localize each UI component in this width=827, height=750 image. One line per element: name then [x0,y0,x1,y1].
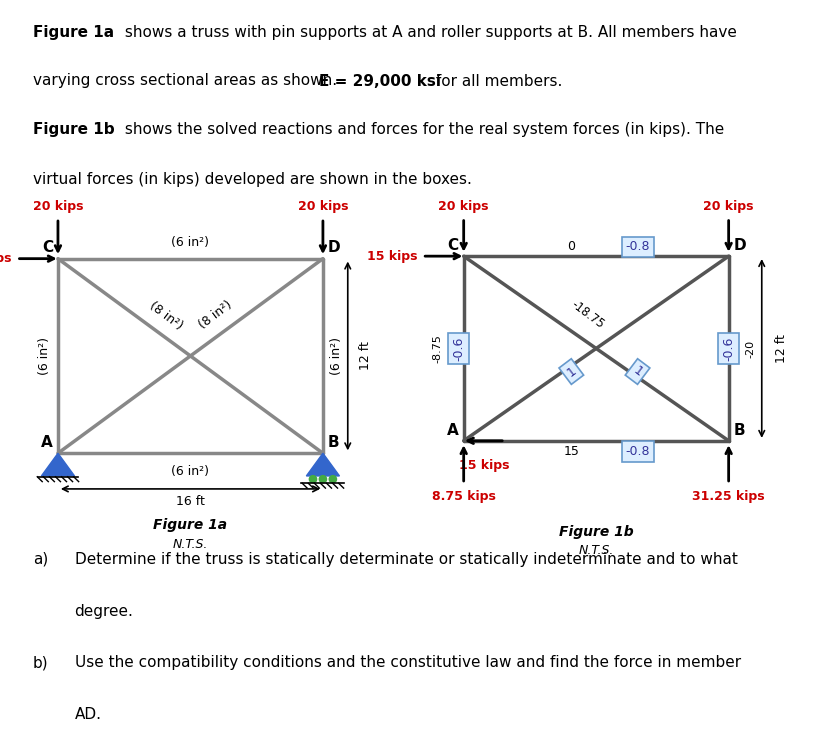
Text: N.T.S.: N.T.S. [173,538,208,550]
Text: (6 in²): (6 in²) [38,337,51,375]
Text: 8.75 kips: 8.75 kips [431,490,495,503]
Text: Figure 1a: Figure 1a [33,26,114,40]
Text: virtual forces (in kips) developed are shown in the boxes.: virtual forces (in kips) developed are s… [33,172,471,188]
Text: C: C [42,241,53,256]
Text: (6 in²): (6 in²) [171,236,209,249]
Text: -20: -20 [744,340,754,358]
Text: Determine if the truss is statically determinate or statically indeterminate and: Determine if the truss is statically det… [74,552,737,567]
Text: (8 in²): (8 in²) [196,298,234,332]
Text: E = 29,000 ksi: E = 29,000 ksi [318,74,440,88]
Circle shape [309,476,316,483]
Text: -0.8: -0.8 [624,241,649,254]
Text: 20 kips: 20 kips [703,200,753,213]
Text: 1: 1 [563,364,578,379]
Text: Use the compatibility conditions and the constitutive law and find the force in : Use the compatibility conditions and the… [74,656,739,670]
Text: Figure 1b: Figure 1b [33,122,115,136]
Text: -0.6: -0.6 [452,336,465,361]
Polygon shape [41,453,74,476]
Text: -0.6: -0.6 [721,336,734,361]
Text: 15 kips: 15 kips [0,252,12,266]
Text: A: A [447,423,458,438]
Text: C: C [447,238,458,253]
Text: 15: 15 [562,445,579,458]
Text: Figure 1a: Figure 1a [153,518,227,532]
Circle shape [319,476,326,483]
Text: -0.8: -0.8 [624,445,649,458]
Text: degree.: degree. [74,604,133,619]
Text: N.T.S.: N.T.S. [578,544,613,556]
Polygon shape [306,453,339,476]
Text: A: A [41,435,53,450]
Text: 0: 0 [566,241,575,254]
Text: for all members.: for all members. [430,74,562,88]
Text: varying cross sectional areas as shown.: varying cross sectional areas as shown. [33,74,342,88]
Text: Figure 1b: Figure 1b [558,526,633,539]
Text: -8.75: -8.75 [432,334,442,363]
Text: -18.75: -18.75 [568,298,606,332]
Text: D: D [733,238,745,253]
Text: 12 ft: 12 ft [774,334,787,363]
Text: shows a truss with pin supports at A and roller supports at B. All members have: shows a truss with pin supports at A and… [120,26,736,40]
Text: 20 kips: 20 kips [298,200,347,213]
Text: b): b) [33,656,49,670]
Text: shows the solved reactions and forces for the real system forces (in kips). The: shows the solved reactions and forces fo… [120,122,724,136]
Text: 16 ft: 16 ft [176,496,204,508]
Text: 12 ft: 12 ft [359,341,372,370]
Text: 15 kips: 15 kips [458,459,509,472]
Text: (6 in²): (6 in²) [171,464,209,478]
Text: 20 kips: 20 kips [438,200,488,213]
Text: AD.: AD. [74,707,102,722]
Text: D: D [327,241,340,256]
Text: (6 in²): (6 in²) [329,337,342,375]
Text: a): a) [33,552,48,567]
Text: 15 kips: 15 kips [366,250,417,262]
Text: (8 in²): (8 in²) [146,298,184,332]
Text: B: B [327,435,339,450]
Text: B: B [733,423,744,438]
Text: 31.25 kips: 31.25 kips [691,490,764,503]
Text: 20 kips: 20 kips [33,200,83,213]
Circle shape [329,476,336,483]
Text: 1: 1 [629,364,644,379]
